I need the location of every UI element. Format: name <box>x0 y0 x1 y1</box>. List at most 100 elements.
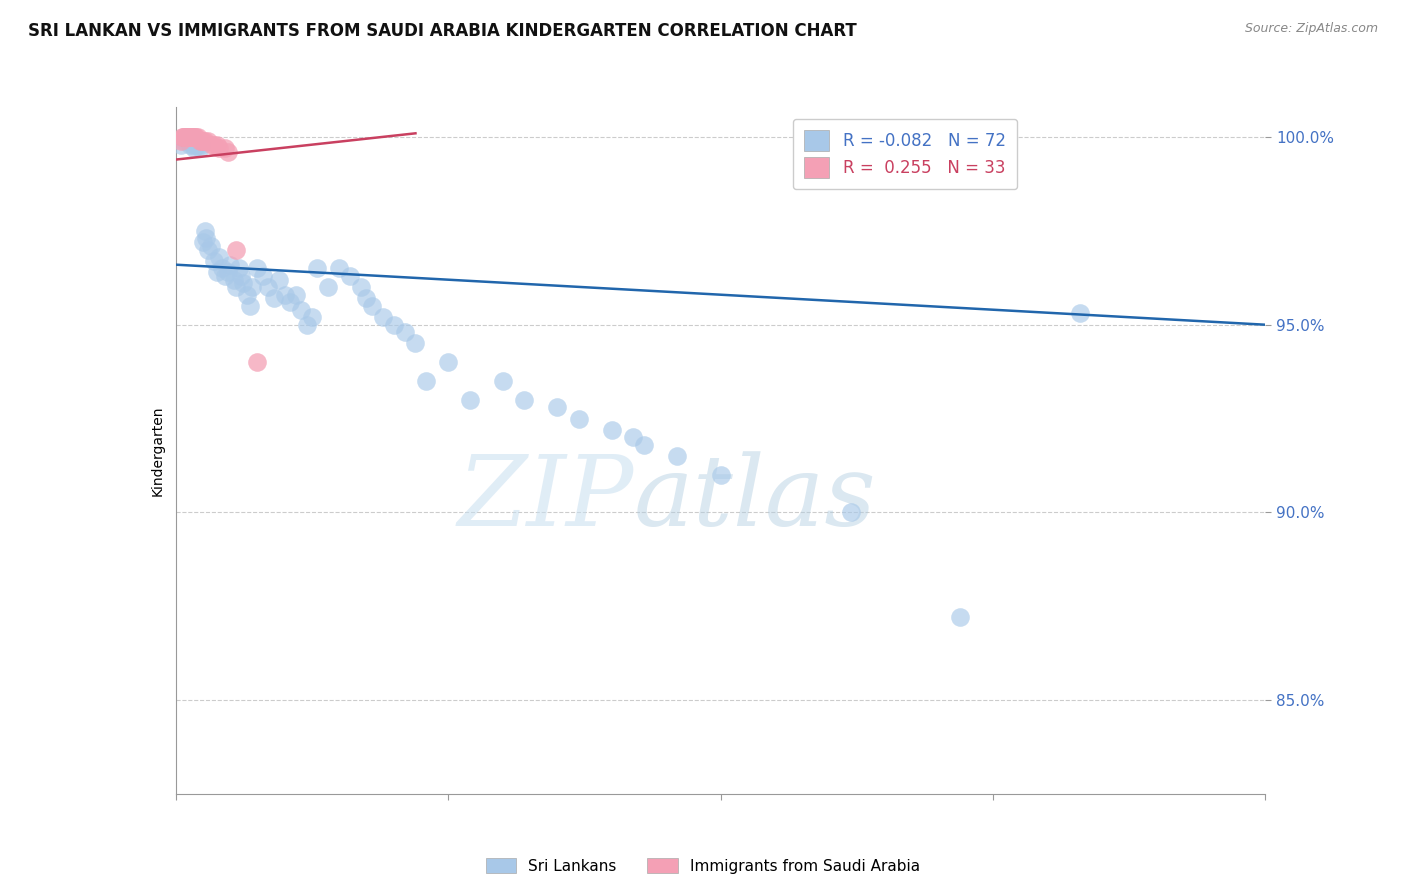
Point <box>181 130 204 145</box>
Point <box>307 261 329 276</box>
Point <box>177 130 200 145</box>
Point <box>1069 306 1091 320</box>
Point <box>181 130 204 145</box>
Point <box>214 268 236 283</box>
Point <box>666 449 689 463</box>
Point <box>188 134 211 148</box>
Point <box>350 280 373 294</box>
Point <box>217 145 239 159</box>
Point <box>222 273 245 287</box>
Point <box>437 355 460 369</box>
Point <box>492 374 515 388</box>
Point <box>382 318 405 332</box>
Point <box>195 231 218 245</box>
Point <box>278 295 301 310</box>
Point <box>170 134 193 148</box>
Point <box>200 239 222 253</box>
Point <box>246 261 269 276</box>
Point <box>232 277 254 291</box>
Point <box>231 268 253 283</box>
Point <box>176 130 198 145</box>
Point <box>290 302 312 317</box>
Point <box>202 254 225 268</box>
Text: SRI LANKAN VS IMMIGRANTS FROM SAUDI ARABIA KINDERGARTEN CORRELATION CHART: SRI LANKAN VS IMMIGRANTS FROM SAUDI ARAB… <box>28 22 856 40</box>
Point <box>181 130 204 145</box>
Point <box>295 318 318 332</box>
Point <box>181 137 204 152</box>
Point <box>318 280 340 294</box>
Point <box>600 423 623 437</box>
Point <box>181 134 204 148</box>
Point <box>177 130 200 145</box>
Point <box>458 392 481 407</box>
Point <box>186 130 208 145</box>
Point <box>269 273 291 287</box>
Point <box>546 401 568 415</box>
Point <box>257 280 280 294</box>
Point <box>173 130 195 145</box>
Point <box>841 505 863 519</box>
Point <box>191 235 214 249</box>
Point <box>710 467 733 482</box>
Point <box>194 134 217 148</box>
Point <box>360 299 382 313</box>
Point <box>179 137 201 152</box>
Point <box>194 224 217 238</box>
Point <box>197 134 219 148</box>
Point <box>176 130 198 145</box>
Point <box>205 265 228 279</box>
Point <box>235 287 257 301</box>
Point <box>405 336 427 351</box>
Point <box>188 141 211 155</box>
Point <box>190 137 212 152</box>
Point <box>284 287 307 301</box>
Point <box>633 438 655 452</box>
Point <box>301 310 323 325</box>
Text: atlas: atlas <box>633 450 876 546</box>
Point <box>239 299 262 313</box>
Point <box>174 130 197 145</box>
Point <box>170 137 193 152</box>
Point <box>356 292 378 306</box>
Point <box>228 261 250 276</box>
Point <box>211 261 233 276</box>
Y-axis label: Kindergarten: Kindergarten <box>150 405 165 496</box>
Point <box>339 268 361 283</box>
Point <box>184 134 207 148</box>
Point <box>621 430 644 444</box>
Point <box>217 265 239 279</box>
Point <box>173 134 195 148</box>
Point <box>197 243 219 257</box>
Point <box>186 137 208 152</box>
Point <box>177 134 200 148</box>
Point <box>328 261 350 276</box>
Point <box>219 258 242 272</box>
Text: ZIP: ZIP <box>457 450 633 546</box>
Point <box>184 130 207 145</box>
Point <box>274 287 297 301</box>
Point <box>205 137 228 152</box>
Point <box>186 137 209 152</box>
Point <box>225 280 247 294</box>
Point <box>214 141 236 155</box>
Point <box>173 130 195 145</box>
Text: Source: ZipAtlas.com: Source: ZipAtlas.com <box>1244 22 1378 36</box>
Point <box>252 268 274 283</box>
Point <box>371 310 394 325</box>
Point <box>513 392 536 407</box>
Point <box>177 130 200 145</box>
Point <box>415 374 437 388</box>
Point <box>183 130 205 145</box>
Point <box>190 134 212 148</box>
Legend: R = -0.082   N = 72, R =  0.255   N = 33: R = -0.082 N = 72, R = 0.255 N = 33 <box>793 119 1018 189</box>
Point <box>172 130 194 145</box>
Point <box>179 130 201 145</box>
Point <box>201 137 224 152</box>
Point <box>180 130 202 145</box>
Point <box>176 130 198 145</box>
Point <box>186 130 209 145</box>
Point <box>183 141 205 155</box>
Point <box>208 141 231 155</box>
Point <box>568 411 591 425</box>
Point <box>246 355 269 369</box>
